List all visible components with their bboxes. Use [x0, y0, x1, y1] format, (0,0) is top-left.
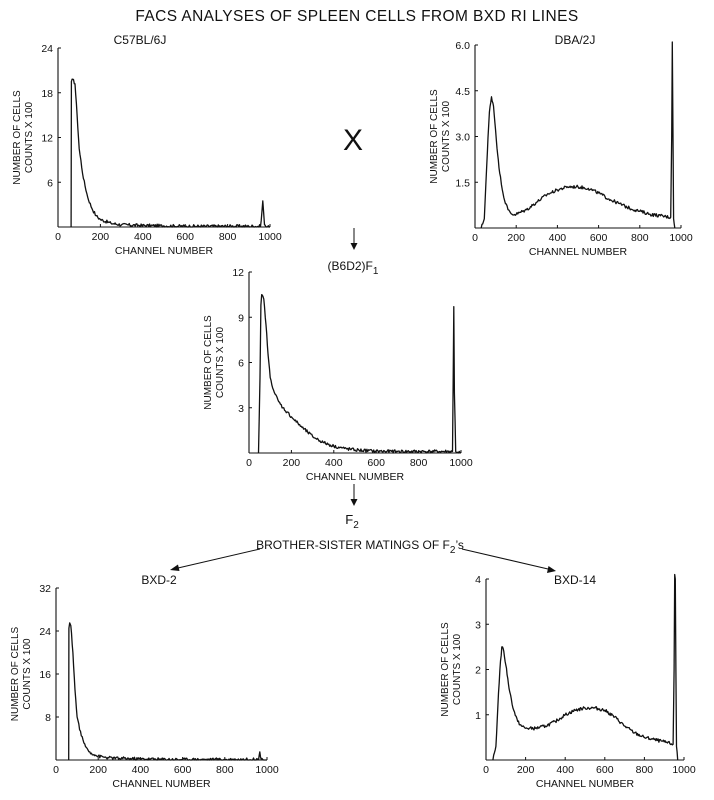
y-axis-label-line2: COUNTS X 100	[452, 633, 463, 705]
x-tick-label: 0	[483, 764, 489, 776]
y-tick-label: 32	[39, 583, 51, 595]
x-tick-label: 800	[219, 231, 237, 243]
x-tick-label: 1000	[258, 231, 282, 243]
y-tick-label: 3	[238, 403, 244, 415]
y-tick-label: 24	[39, 626, 51, 638]
y-tick-label: 6.0	[455, 40, 470, 52]
y-tick-label: 16	[39, 669, 51, 681]
y-tick-label: 18	[41, 88, 53, 100]
histogram-trace	[492, 573, 679, 761]
x-tick-label: 800	[636, 764, 654, 776]
f1-label-sub: 1	[373, 266, 379, 277]
f1-label: (B6D2)F1	[328, 259, 379, 277]
x-tick-label: 600	[590, 232, 608, 244]
y-tick-label: 9	[238, 312, 244, 324]
matings-label-sub: 2	[450, 545, 456, 556]
figure-title: FACS ANALYSES OF SPLEEN CELLS FROM BXD R…	[135, 8, 578, 25]
cross-symbol: X	[343, 124, 363, 157]
histogram-bxd2: 0 200 400 600 800 1000 8 16 24 32 CHANNEL NUMBER NU…	[10, 573, 279, 790]
x-tick-label: 600	[176, 231, 194, 243]
arrow-to-bxd14	[461, 548, 556, 573]
y-axis-label-line2: COUNTS X 100	[22, 638, 33, 710]
matings-label-main: BROTHER-SISTER MATINGS OF F	[256, 538, 450, 552]
matings-label: BROTHER-SISTER MATINGS OF F2’s	[256, 538, 464, 556]
x-tick-label: 0	[53, 764, 59, 776]
f1-label-main: (B6D2)F	[328, 259, 373, 273]
y-tick-label: 8	[45, 712, 51, 724]
x-axis-label: CHANNEL NUMBER	[115, 245, 214, 257]
y-axis-label-line1: NUMBER OF CELLS	[10, 626, 21, 721]
x-axis-label: CHANNEL NUMBER	[306, 471, 405, 483]
y-tick-label: 3	[475, 619, 481, 631]
histogram-trace	[257, 293, 462, 454]
x-axis-label: CHANNEL NUMBER	[536, 778, 635, 790]
panel-title: DBA/2J	[555, 33, 596, 47]
x-tick-label: 800	[410, 457, 428, 469]
x-tick-label: 1000	[449, 457, 473, 469]
arrow-to-bxd2	[170, 548, 261, 571]
x-tick-label: 200	[517, 764, 535, 776]
x-tick-label: 0	[246, 457, 252, 469]
f2-label-sub: 2	[353, 520, 359, 531]
y-tick-label: 12	[232, 267, 244, 279]
y-axis-label-line1: NUMBER OF CELLS	[440, 622, 451, 717]
panel-title: C57BL/6J	[114, 33, 167, 47]
y-tick-label: 2	[475, 665, 481, 677]
y-tick-label: 1	[475, 710, 481, 722]
x-tick-label: 600	[596, 764, 614, 776]
x-tick-label: 800	[216, 764, 234, 776]
x-tick-label: 1000	[672, 764, 696, 776]
histogram-bxd14: 0 200 400 600 800 1000 1 2 3 4 CHANNEL NUMBER NUMBE…	[440, 573, 696, 790]
y-axis-label-line1: NUMBER OF CELLS	[203, 315, 214, 410]
y-tick-label: 24	[41, 43, 53, 55]
y-tick-label: 12	[41, 133, 53, 145]
x-tick-label: 400	[549, 232, 567, 244]
y-tick-label: 4.5	[455, 86, 470, 98]
x-tick-label: 600	[367, 457, 385, 469]
x-tick-label: 400	[325, 457, 343, 469]
y-axis-label-line2: COUNTS X 100	[441, 100, 452, 172]
x-tick-label: 200	[283, 457, 301, 469]
histogram-trace	[70, 78, 270, 228]
x-tick-label: 200	[507, 232, 525, 244]
y-tick-label: 1.5	[455, 177, 470, 189]
histogram-dba: 0 200 400 600 800 1000 1.5 3.0 4.5 6.0 CHANNEL NUM…	[429, 33, 693, 258]
panel-title: BXD-2	[141, 573, 177, 587]
histogram-c57: 0 200 400 600 800 1000 6 12 18 24 CHANNEL NUMBER NU…	[12, 33, 282, 257]
x-tick-label: 400	[556, 764, 574, 776]
x-tick-label: 0	[472, 232, 478, 244]
y-axis-label-line1: NUMBER OF CELLS	[12, 90, 23, 185]
panel-title: BXD-14	[554, 573, 596, 587]
f2-label: F2	[345, 512, 359, 531]
x-tick-label: 400	[134, 231, 152, 243]
histogram-trace	[68, 622, 267, 761]
x-tick-label: 800	[631, 232, 649, 244]
x-tick-label: 0	[55, 231, 61, 243]
matings-label-suffix: ’s	[455, 538, 463, 552]
histogram-f1: 0 200 400 600 800 1000 3 6 9 12 CHANNEL NUMBER NUMB…	[203, 267, 473, 483]
y-tick-label: 3.0	[455, 132, 470, 144]
x-tick-label: 1000	[669, 232, 693, 244]
f2-label-main: F	[345, 512, 353, 527]
histogram-trace	[480, 41, 676, 229]
x-tick-label: 200	[89, 764, 107, 776]
x-tick-label: 200	[92, 231, 110, 243]
x-tick-label: 400	[132, 764, 150, 776]
x-axis-label: CHANNEL NUMBER	[529, 246, 628, 258]
arrow-to-f1	[350, 228, 358, 250]
y-axis-label-line2: COUNTS X 100	[215, 326, 226, 398]
y-tick-label: 6	[238, 358, 244, 370]
arrow-to-f2	[350, 484, 358, 506]
y-axis-label-line2: COUNTS X 100	[24, 101, 35, 173]
y-axis-label-line1: NUMBER OF CELLS	[429, 89, 440, 184]
x-axis-label: CHANNEL NUMBER	[112, 778, 211, 790]
x-tick-label: 600	[174, 764, 192, 776]
x-tick-label: 1000	[255, 764, 279, 776]
y-tick-label: 6	[47, 177, 53, 189]
y-tick-label: 4	[475, 574, 481, 586]
